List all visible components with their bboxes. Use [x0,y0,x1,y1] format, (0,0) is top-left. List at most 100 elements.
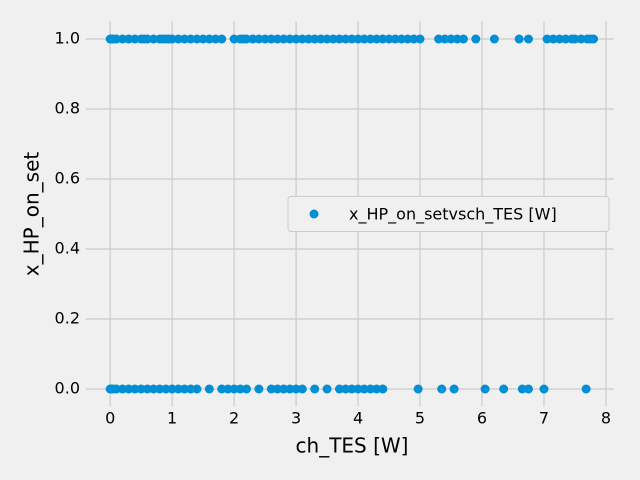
point [217,384,227,394]
point [136,384,146,394]
point [285,34,295,44]
point [272,34,282,44]
point [523,384,533,394]
point [310,384,320,394]
point [489,34,499,44]
point [434,34,444,44]
point [130,34,140,44]
point [198,34,208,44]
point [279,34,289,44]
point [390,34,400,44]
point [499,384,509,394]
point [266,34,276,44]
point [180,384,190,394]
point [341,34,351,44]
point [365,34,375,44]
point [118,34,128,44]
y-tick-label: 0.8 [55,99,80,118]
point [517,384,527,394]
y-axis-label: x_HP_on_set [20,152,44,277]
point [310,34,320,44]
x-axis-label: ch_TES [W] [296,434,409,458]
point [130,384,140,394]
point [167,384,177,394]
point [554,34,564,44]
point [561,34,571,44]
point [372,384,382,394]
point [334,384,344,394]
point [452,34,462,44]
point [548,34,558,44]
x-tick-label: 5 [415,409,425,428]
point [118,384,128,394]
point [359,34,369,44]
point [334,34,344,44]
point [223,384,233,394]
point [328,34,338,44]
point [322,34,332,44]
point [372,34,382,44]
point [415,34,425,44]
point [285,384,295,394]
point [142,34,152,44]
y-tick-label: 1.0 [55,29,80,48]
x-tick-label: 8 [601,409,611,428]
x-tick-label: 7 [539,409,549,428]
point [446,34,456,44]
point [449,384,459,394]
x-tick-label: 4 [353,409,363,428]
point [353,34,363,44]
point [149,34,159,44]
point [384,34,394,44]
point [471,34,481,44]
point [514,34,524,44]
point [458,34,468,44]
point [542,34,552,44]
point [186,384,196,394]
point [111,384,121,394]
point [437,384,447,394]
point [589,34,599,44]
legend-marker [309,209,319,219]
point [149,384,159,394]
point [266,384,276,394]
point [192,34,202,44]
y-tick-label: 0.2 [55,309,80,328]
point [413,384,423,394]
point [480,384,490,394]
point [303,34,313,44]
point [235,384,245,394]
point [322,384,332,394]
x-tick-label: 2 [229,409,239,428]
point [155,384,165,394]
point [353,384,363,394]
point [576,34,586,44]
point [291,384,301,394]
point [272,384,282,394]
point [186,34,196,44]
point [365,384,375,394]
point [403,34,413,44]
point [409,34,419,44]
point [581,384,591,394]
point [180,34,190,44]
x-tick-label: 0 [105,409,115,428]
point [173,34,183,44]
x-tick-label: 3 [291,409,301,428]
point [347,384,357,394]
point [111,34,121,44]
point [173,384,183,394]
point [124,384,134,394]
y-tick-label: 0.0 [55,379,80,398]
point [211,34,221,44]
point [279,384,289,394]
point [291,34,301,44]
point [359,384,369,394]
y-tick-label: 0.4 [55,239,80,258]
legend-label: x_HP_on_setvsch_TES [W] [349,205,557,225]
point [341,384,351,394]
point [248,34,258,44]
point [316,34,326,44]
